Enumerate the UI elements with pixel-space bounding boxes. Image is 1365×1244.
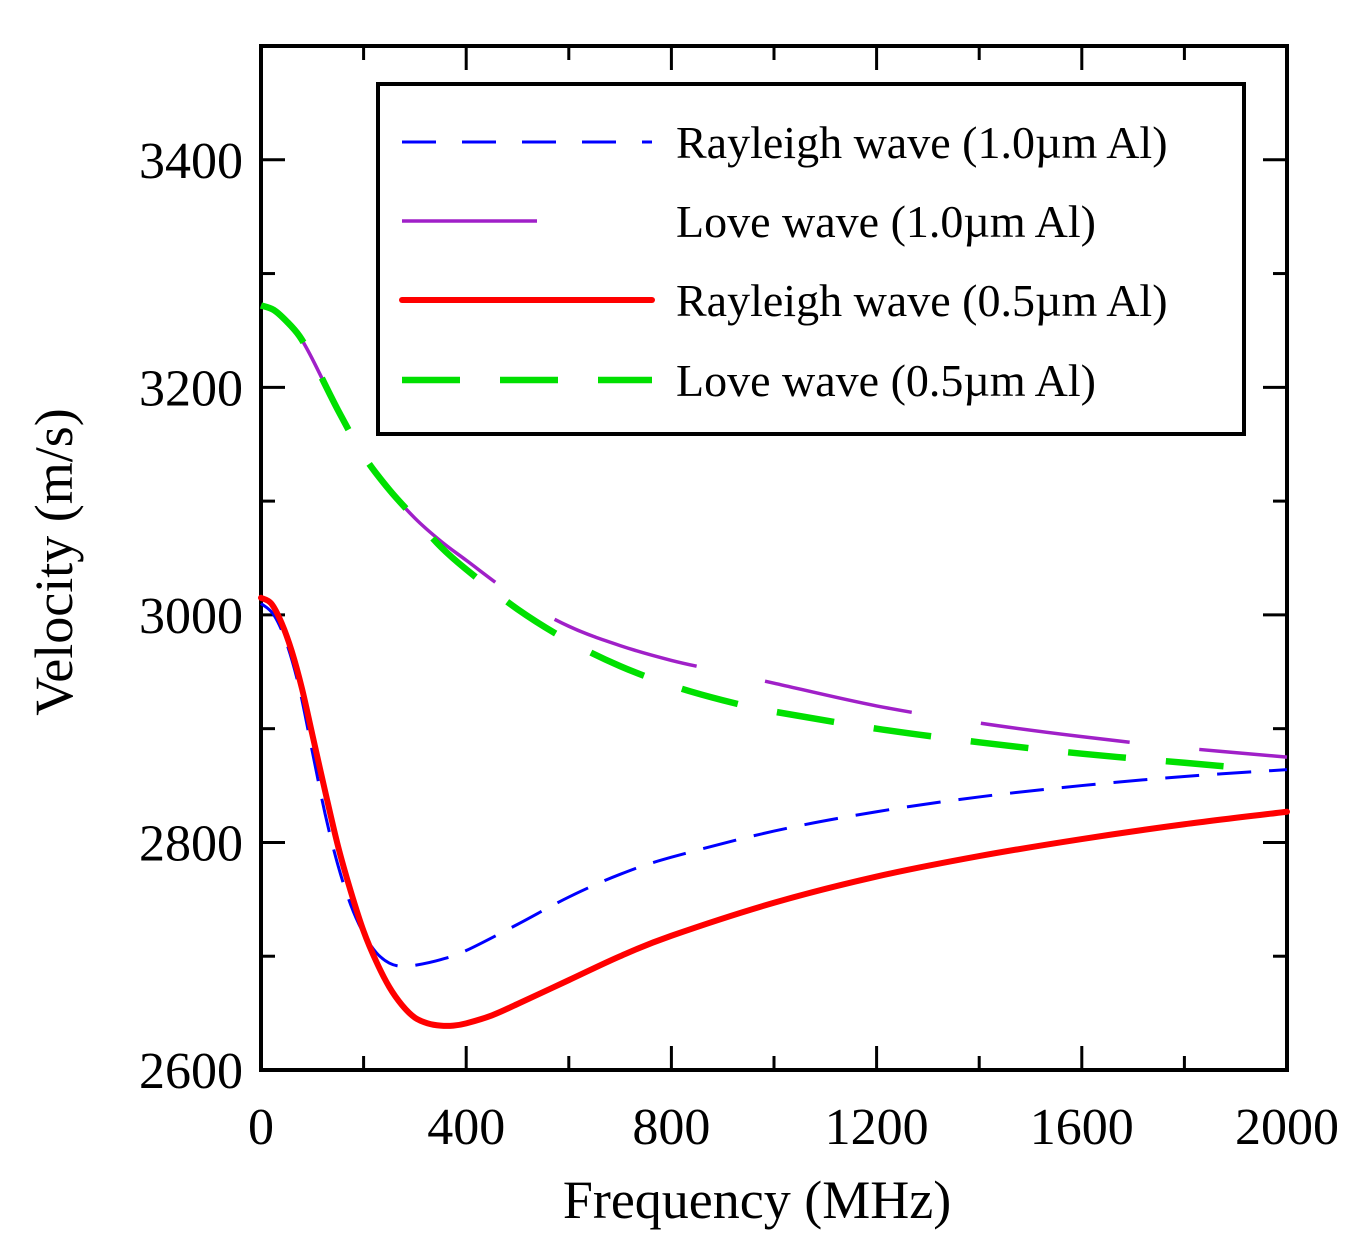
series-lines: [258, 302, 1290, 1029]
x-tick-labels: 0 400 800 1200 1600 2000: [248, 1099, 1339, 1156]
x-axis-label: Frequency (MHz): [563, 1170, 951, 1230]
series-love-1-0um: [260, 303, 1288, 759]
x-tick-label: 1200: [825, 1099, 929, 1156]
y-axis-label: Velocity (m/s): [24, 408, 84, 715]
y-tick-label: 3000: [139, 588, 243, 645]
x-tick-label: 0: [248, 1099, 274, 1156]
y-tick-labels: 2600 2800 3000 3200 3400: [139, 133, 243, 1100]
series-rayleigh-0-5um: [258, 594, 1290, 1029]
legend-label: Rayleigh wave (0.5µm Al): [676, 275, 1168, 326]
x-tick-label: 1600: [1030, 1099, 1134, 1156]
legend-label: Love wave (1.0µm Al): [676, 196, 1096, 247]
series-rayleigh-1-0um: [260, 602, 1288, 969]
y-tick-label: 3400: [139, 133, 243, 190]
y-tick-label: 3200: [139, 360, 243, 417]
legend-label: Rayleigh wave (1.0µm Al): [676, 117, 1168, 168]
y-tick-label: 2600: [139, 1043, 243, 1100]
x-tick-label: 800: [632, 1099, 710, 1156]
x-tick-label: 2000: [1235, 1099, 1339, 1156]
legend-entries: Rayleigh wave (1.0µm Al) Love wave (1.0µm…: [399, 117, 1168, 406]
legend: Rayleigh wave (1.0µm Al) Love wave (1.0µm…: [376, 82, 1246, 436]
series-love-0-5um: [259, 302, 1236, 771]
axis-ticks: [259, 44, 1289, 1072]
x-tick-label: 400: [427, 1099, 505, 1156]
y-tick-label: 2800: [139, 815, 243, 872]
legend-label: Love wave (0.5µm Al): [676, 355, 1096, 406]
